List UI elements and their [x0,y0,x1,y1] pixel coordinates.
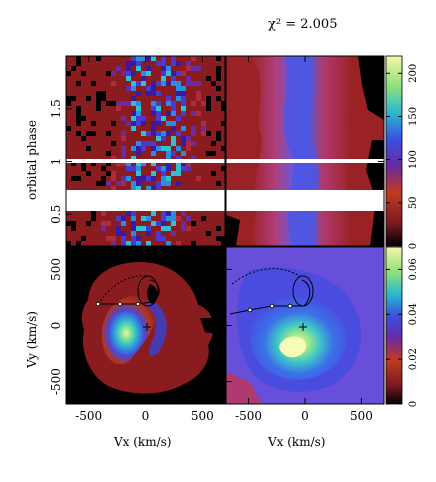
phase-marker-line-right [226,159,384,163]
vx-tick-right-label: 0 [301,409,309,423]
phase-tick-label: 1 [49,158,63,166]
chi-square-label: χ² = 2.005 [268,17,337,32]
colorbar-tick-label: 100 [408,150,419,169]
phase-tick-label: 0.5 [49,205,63,224]
reconstructed-map-emission [249,292,347,380]
colorbar-tick-label: 200 [408,64,419,83]
observed-spectrum-pixels [66,56,225,246]
vx-tick-right-label: -500 [235,409,262,423]
secondary-lobe-right [292,275,314,307]
colorbar-tick-label: 0.06 [408,258,419,280]
colorbar-tick-label: 0.04 [408,303,419,325]
colorbar-bottom: 0 0.02 0.04 0.06 [385,246,419,407]
roche-lobe-overlays [97,268,314,315]
y-axis-label-vy: Vy (km/s) [25,311,39,369]
vy-tick-label: 500 [49,258,63,281]
reconstructed-trailed-spectrum-panel [226,56,384,246]
reconstructed-map-corner [226,372,262,404]
colorbar-top: 0 50 100 150 200 [385,55,419,249]
center-of-mass-markers [143,323,307,331]
colorbar-tick-label: 0 [408,401,419,407]
x-axis-label-right: Vx (km/s) [267,435,325,449]
reconstructed-map-outer [226,247,384,404]
observed-doppler-map-panel [66,247,225,404]
phase-gap-bar [66,190,225,211]
vx-tick-right-label: 500 [350,409,373,423]
phase-gap-bar-right [226,190,384,211]
vx-tick-left-label: -500 [75,409,102,423]
vy-tick-label: 0 [49,322,63,330]
phase-marker-line [66,159,225,163]
x-axis-label-left: Vx (km/s) [113,435,171,449]
colorbar-tick-label: 50 [408,196,419,209]
reconstructed-doppler-map-panel [226,247,384,404]
observed-trailed-spectrum-panel [66,56,225,246]
vx-tick-left-label: 500 [191,409,214,423]
vy-tick-label: -500 [49,368,63,395]
observed-map-arc [146,300,167,357]
stream-ballistic-left [97,275,147,305]
y-axis-label-phase: orbital phase [25,120,39,200]
stream-points [95,301,293,313]
observed-map-emission [101,294,157,365]
phase-tick-label: 1.5 [49,99,63,118]
colorbar-tick-label: 150 [408,107,419,126]
observed-map-notch [200,318,225,336]
stream-trajectory-right [229,279,311,315]
stream-ballistic-right [231,268,301,285]
colorbar-tick-label: 0.02 [408,348,419,370]
secondary-lobe-left [137,275,159,307]
vx-tick-left-label: 0 [142,409,150,423]
colorbar-tick-label: 0 [408,243,419,249]
reconstructed-map-core [279,336,307,358]
